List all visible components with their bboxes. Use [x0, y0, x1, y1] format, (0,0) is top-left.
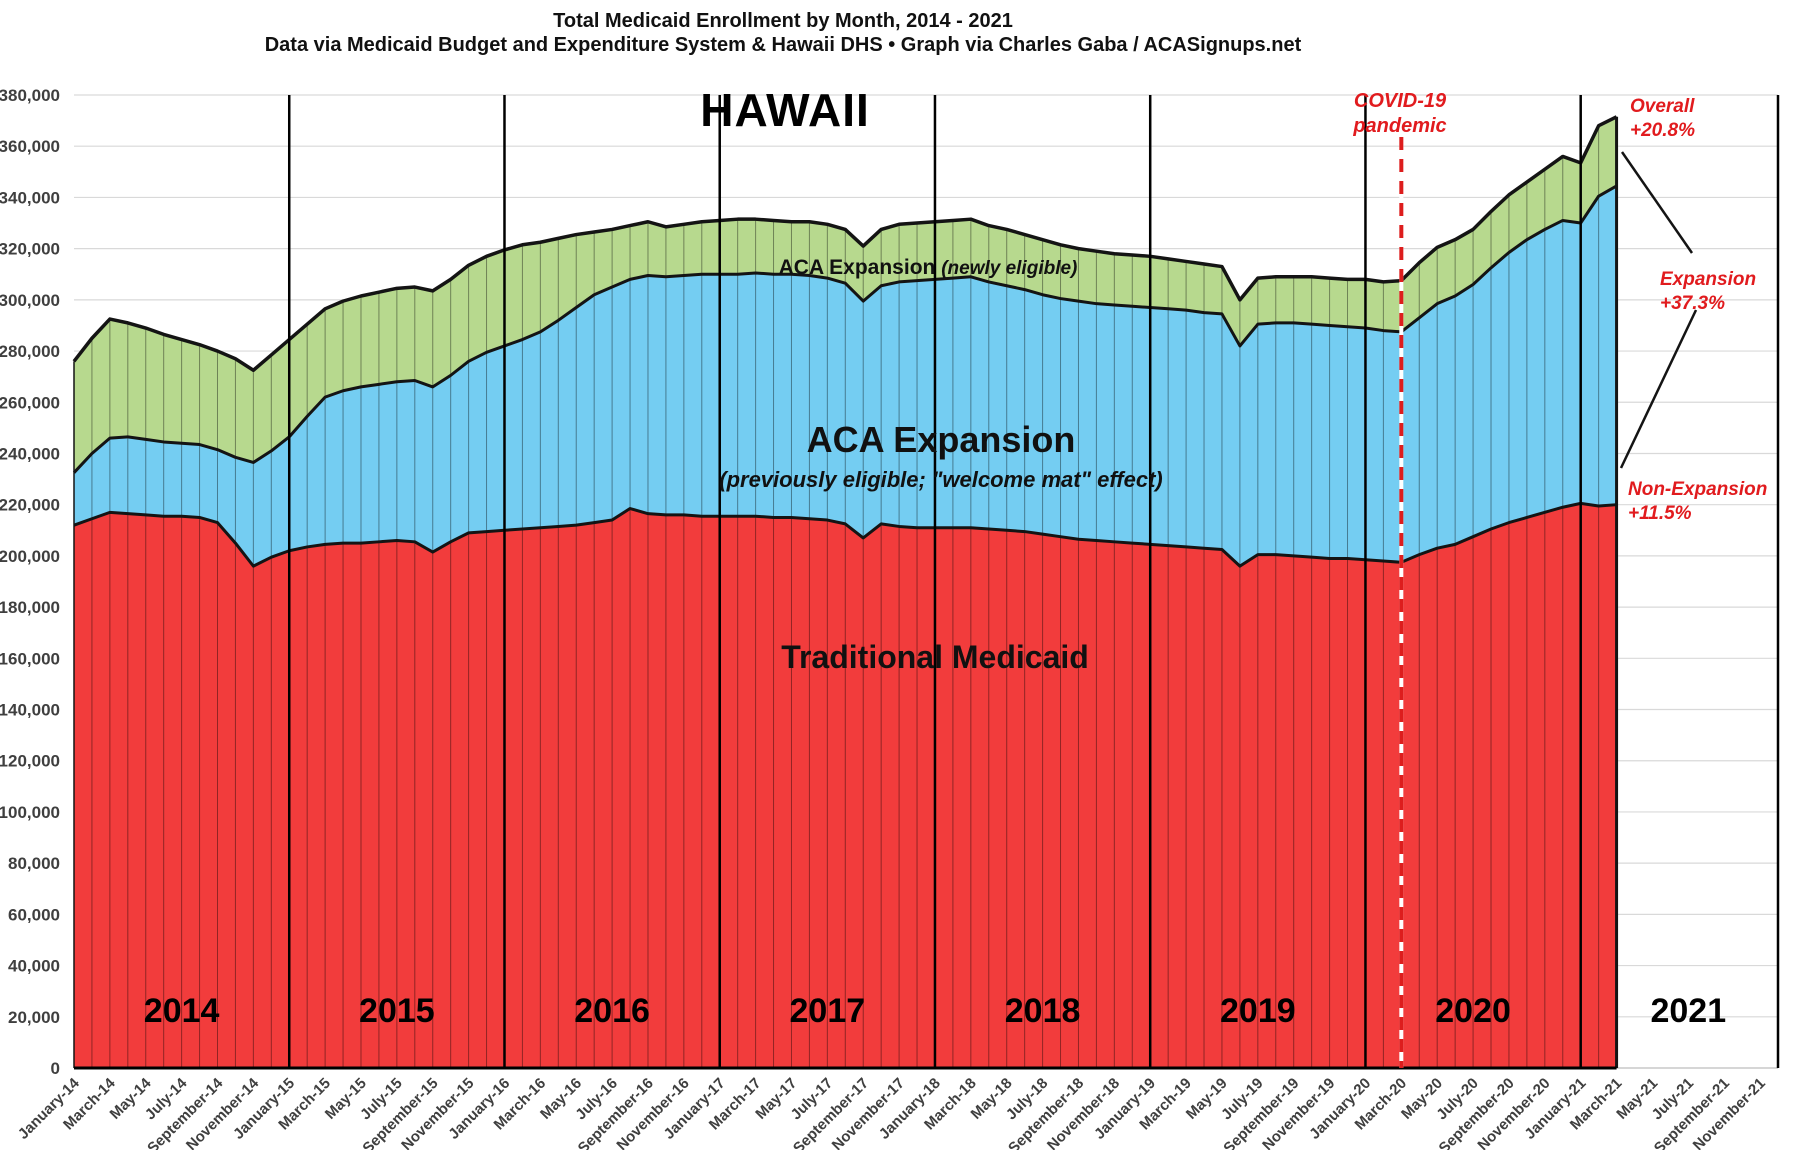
newly-eligible-band-label: ACA Expansion (newly eligible) [779, 256, 1078, 279]
y-tick-label: 200,000 [0, 547, 60, 566]
chart-title: Total Medicaid Enrollment by Month, 2014… [553, 10, 1013, 32]
state-label: HAWAII [700, 84, 870, 136]
expansion-callout-value: +37.3% [1660, 293, 1725, 314]
expansion-callout: Expansion +37.3% [1660, 269, 1756, 314]
expansion-callout-label: Expansion [1660, 269, 1756, 290]
covid-annotation-line1: COVID-19 [1354, 90, 1447, 112]
non-expansion-callout-label: Non-Expansion [1628, 479, 1767, 500]
non-expansion-callout-value: +11.5% [1628, 503, 1692, 524]
non-expansion-callout-line [1619, 309, 1698, 469]
year-label: 2016 [574, 992, 650, 1030]
series-outlines [72, 115, 1618, 568]
year-separator-lines [287, 95, 1582, 1068]
y-tick-label: 60,000 [8, 905, 60, 924]
plot-frame [74, 95, 1780, 1070]
y-tick-label: 360,000 [0, 137, 60, 156]
y-tick-label: 20,000 [8, 1008, 60, 1027]
welcome-mat-band-sublabel: (previously eligible; "welcome mat" effe… [719, 467, 1162, 492]
year-labels: 2014 2015 2016 2017 2018 2019 2020 2021 [144, 992, 1726, 1030]
expansion-callout-line [1620, 151, 1694, 254]
x-axis-tick-labels: January-14March-14May-14July-14September… [15, 1074, 1769, 1150]
year-label: 2017 [790, 992, 866, 1030]
non-expansion-callout: Non-Expansion +11.5% [1628, 479, 1767, 524]
y-tick-label: 240,000 [0, 444, 60, 463]
y-tick-label: 320,000 [0, 240, 60, 259]
y-tick-label: 300,000 [0, 291, 60, 310]
covid-annotation-line2: pandemic [1352, 115, 1446, 137]
y-tick-label: 0 [51, 1059, 60, 1078]
y-tick-label: 220,000 [0, 496, 60, 515]
year-label: 2018 [1005, 992, 1081, 1030]
overall-callout-label: Overall [1630, 96, 1695, 117]
traditional-band-label: Traditional Medicaid [781, 639, 1089, 675]
year-label: 2015 [359, 992, 435, 1030]
y-axis-tick-labels: 0 20,000 40,000 60,000 80,000 100,000 120,000 1… [0, 86, 60, 1078]
y-tick-label: 80,000 [8, 854, 60, 873]
year-label: 2021 [1650, 992, 1726, 1030]
y-tick-label: 260,000 [0, 393, 60, 412]
y-tick-label: 340,000 [0, 188, 60, 207]
y-tick-label: 380,000 [0, 86, 60, 105]
year-label: 2019 [1220, 992, 1296, 1030]
year-label: 2020 [1435, 992, 1511, 1030]
chart-subtitle: Data via Medicaid Budget and Expenditure… [265, 34, 1302, 56]
y-tick-label: 100,000 [0, 803, 60, 822]
y-tick-label: 140,000 [0, 701, 60, 720]
covid-annotation: COVID-19 pandemic [1352, 90, 1447, 137]
year-label: 2014 [144, 992, 220, 1030]
y-tick-label: 160,000 [0, 649, 60, 668]
y-tick-label: 180,000 [0, 598, 60, 617]
y-tick-label: 280,000 [0, 342, 60, 361]
stacked-areas [74, 116, 1617, 1069]
overall-callout-value: +20.8% [1630, 120, 1695, 141]
y-tick-label: 120,000 [0, 752, 60, 771]
overall-callout: Overall +20.8% [1630, 96, 1695, 141]
y-tick-label: 40,000 [8, 957, 60, 976]
welcome-mat-band-label: ACA Expansion [807, 419, 1076, 460]
